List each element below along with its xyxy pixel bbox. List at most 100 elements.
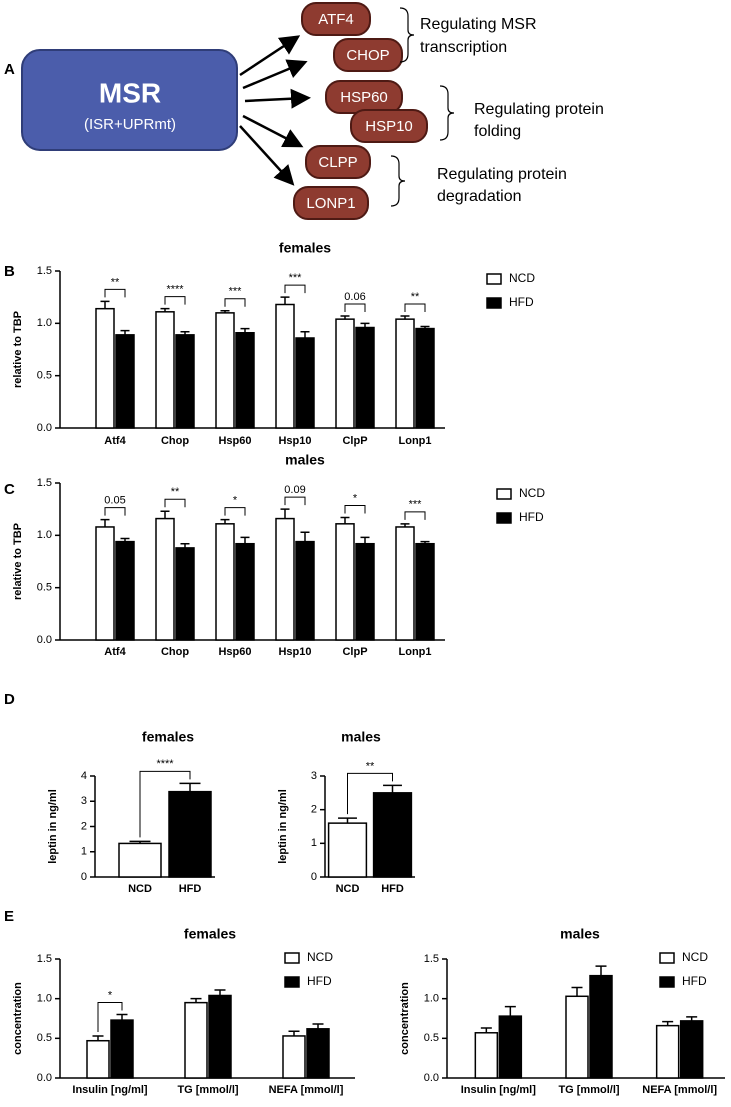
y-tick-label: 0.5	[424, 1032, 439, 1044]
group-label: folding	[474, 123, 521, 140]
error-bar	[420, 325, 430, 329]
panel-label: A	[4, 61, 15, 78]
bar	[498, 1015, 523, 1079]
chart-title: males	[560, 926, 600, 942]
significance-label: 0.05	[104, 495, 125, 507]
arrow	[242, 114, 304, 148]
chart-title: females	[142, 729, 194, 745]
node	[301, 2, 371, 36]
y-tick-label: 3	[311, 770, 317, 782]
y-tick-label: 1.0	[424, 993, 439, 1005]
y-axis-label: leptin in ng/ml	[277, 789, 289, 864]
y-tick-label: 0.5	[37, 370, 52, 382]
chart-title: females	[279, 240, 331, 256]
x-tick-label: Hsp10	[278, 646, 311, 658]
x-tick-label: Chop	[161, 646, 189, 658]
legend-swatch	[284, 976, 300, 988]
legend-swatch	[659, 976, 675, 988]
bar	[589, 974, 613, 1079]
y-tick-label: 1.0	[37, 317, 52, 329]
bar	[306, 1028, 330, 1079]
error-bar	[214, 989, 226, 996]
bar	[155, 311, 175, 429]
error-bar	[220, 310, 230, 313]
error-bar	[300, 531, 310, 542]
significance-label: *	[108, 989, 113, 1001]
x-tick-label: Atf4	[104, 646, 126, 658]
x-tick-label: Lonp1	[399, 646, 432, 658]
error-bar	[220, 518, 230, 524]
node	[333, 38, 403, 72]
y-tick-label: 2	[311, 804, 317, 816]
node-label: LONP1	[306, 195, 355, 212]
node-label: HSP60	[340, 89, 388, 106]
y-tick-label: 0	[311, 871, 317, 883]
x-tick-label: Hsp60	[218, 646, 251, 658]
error-bar	[160, 510, 170, 519]
error-bar	[400, 315, 410, 320]
bar	[95, 307, 115, 429]
error-bar	[595, 965, 607, 976]
node-label: ATF4	[318, 11, 354, 28]
panel-label: D	[4, 691, 15, 708]
bar	[235, 332, 255, 429]
panel-label: E	[4, 908, 14, 925]
significance-bracket	[104, 507, 126, 516]
node	[350, 109, 428, 143]
error-bar	[100, 300, 110, 309]
legend-label: HFD	[682, 974, 707, 988]
node	[305, 145, 371, 179]
error-bar	[240, 327, 250, 333]
significance-bracket	[344, 303, 366, 313]
bar	[275, 517, 295, 641]
bar	[184, 1001, 208, 1079]
group-label: Regulating protein	[474, 101, 604, 118]
error-bar	[340, 516, 350, 524]
error-bar	[312, 1023, 324, 1029]
chart-title: males	[285, 452, 325, 468]
legend-label: NCD	[682, 950, 708, 964]
significance-label: 0.09	[284, 484, 305, 496]
legend-swatch	[486, 297, 502, 309]
y-tick-label: 1.5	[37, 265, 52, 277]
x-tick-label: TG [mmol/l]	[558, 1084, 619, 1096]
arrow	[239, 125, 295, 186]
bar	[115, 334, 135, 429]
panel-label: C	[4, 481, 15, 498]
chart-title: males	[341, 729, 381, 745]
bar	[474, 1032, 499, 1079]
legend-label: NCD	[509, 271, 535, 285]
legend-swatch	[284, 952, 300, 964]
significance-bracket	[404, 511, 426, 520]
error-bar	[160, 307, 170, 312]
x-tick-label: ClpP	[342, 646, 367, 658]
significance-label: **	[111, 276, 120, 288]
error-bar	[300, 330, 310, 338]
y-tick-label: 2	[81, 820, 87, 832]
x-tick-label: NEFA [mmol/l]	[269, 1084, 344, 1096]
x-tick-label: ClpP	[342, 435, 367, 447]
x-tick-label: Chop	[161, 435, 189, 447]
y-tick-label: 4	[81, 770, 87, 782]
legend-label: NCD	[307, 950, 333, 964]
error-bar	[288, 1030, 300, 1036]
bar	[395, 526, 415, 641]
x-tick-label: Lonp1	[399, 435, 432, 447]
bar	[415, 327, 435, 429]
group-label: Regulating protein	[437, 166, 567, 183]
bar	[115, 540, 135, 641]
node-label: CHOP	[346, 47, 389, 64]
bar	[415, 542, 435, 641]
legend-label: HFD	[509, 295, 534, 309]
error-bar	[571, 986, 583, 997]
bar	[355, 542, 375, 641]
error-bar	[400, 523, 410, 527]
error-bar	[120, 537, 130, 542]
msr-title: MSR	[99, 77, 161, 108]
x-tick-label: Hsp10	[278, 435, 311, 447]
y-tick-label: 0.0	[37, 1072, 52, 1084]
bar	[95, 526, 115, 641]
legend-swatch	[496, 488, 512, 500]
panel-label: B	[4, 263, 15, 280]
